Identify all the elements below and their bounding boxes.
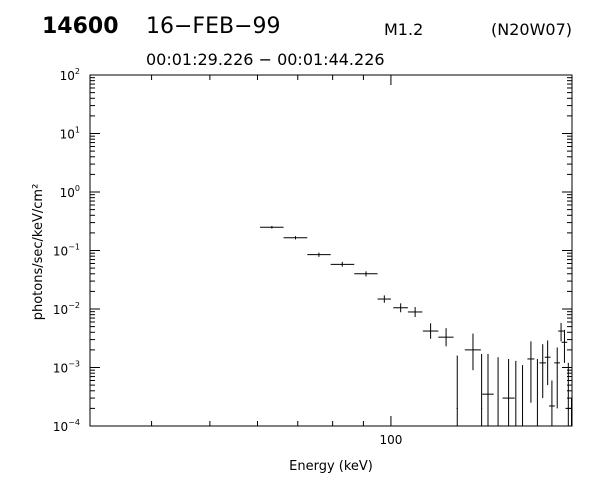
data-point: [527, 341, 535, 403]
y-tick-label: 102: [60, 67, 80, 83]
flare-class: M1.2: [384, 20, 424, 39]
data-point: [539, 344, 546, 399]
data-point: [407, 307, 423, 317]
data-point: [554, 347, 560, 409]
axes-group: [89, 74, 573, 427]
data-point: [283, 236, 308, 240]
data-point: [438, 328, 454, 347]
data-point: [377, 295, 391, 303]
data-point: [570, 398, 572, 426]
x-tick-label: 100: [379, 433, 402, 447]
data-point: [456, 355, 458, 426]
flare-location: (N20W07): [491, 20, 572, 39]
y-axis-label: photons/sec/keV/cm²: [31, 184, 46, 321]
time-range: 00:01:29.226 − 00:01:44.226: [146, 50, 385, 69]
data-point: [307, 252, 331, 257]
plot-frame: [89, 74, 573, 427]
data-point: [502, 358, 515, 426]
data-point: [422, 323, 439, 339]
event-id: 14600: [42, 14, 119, 39]
event-date: 16−FEB−99: [146, 14, 281, 39]
data-point: [482, 354, 494, 426]
data-point: [536, 358, 538, 426]
data-point: [515, 360, 517, 426]
data-point: [481, 354, 483, 426]
data-point: [561, 329, 568, 363]
data-point: [464, 333, 481, 371]
data-point: [549, 380, 555, 426]
y-tick-label: 10−2: [53, 301, 80, 317]
y-tick-label: 10−4: [53, 418, 80, 434]
data-point: [544, 340, 551, 386]
data-point: [354, 271, 378, 277]
ticks-group: [90, 74, 573, 427]
data-points-group: [260, 225, 572, 426]
data-point: [565, 362, 572, 426]
y-tick-label: 100: [60, 184, 80, 200]
data-point: [393, 303, 408, 313]
y-tick-label: 101: [60, 126, 80, 142]
y-tick-label: 10−3: [53, 360, 80, 376]
y-tick-label: 10−1: [53, 243, 80, 259]
data-point: [260, 225, 284, 229]
x-axis-label: Energy (keV): [289, 459, 373, 474]
data-point: [558, 322, 564, 342]
tick-labels-group: 102 101 100 10−1 10−2 10−3 10−4 100: [53, 67, 402, 447]
data-point: [522, 365, 524, 426]
data-point: [497, 357, 499, 426]
data-point: [330, 261, 355, 267]
